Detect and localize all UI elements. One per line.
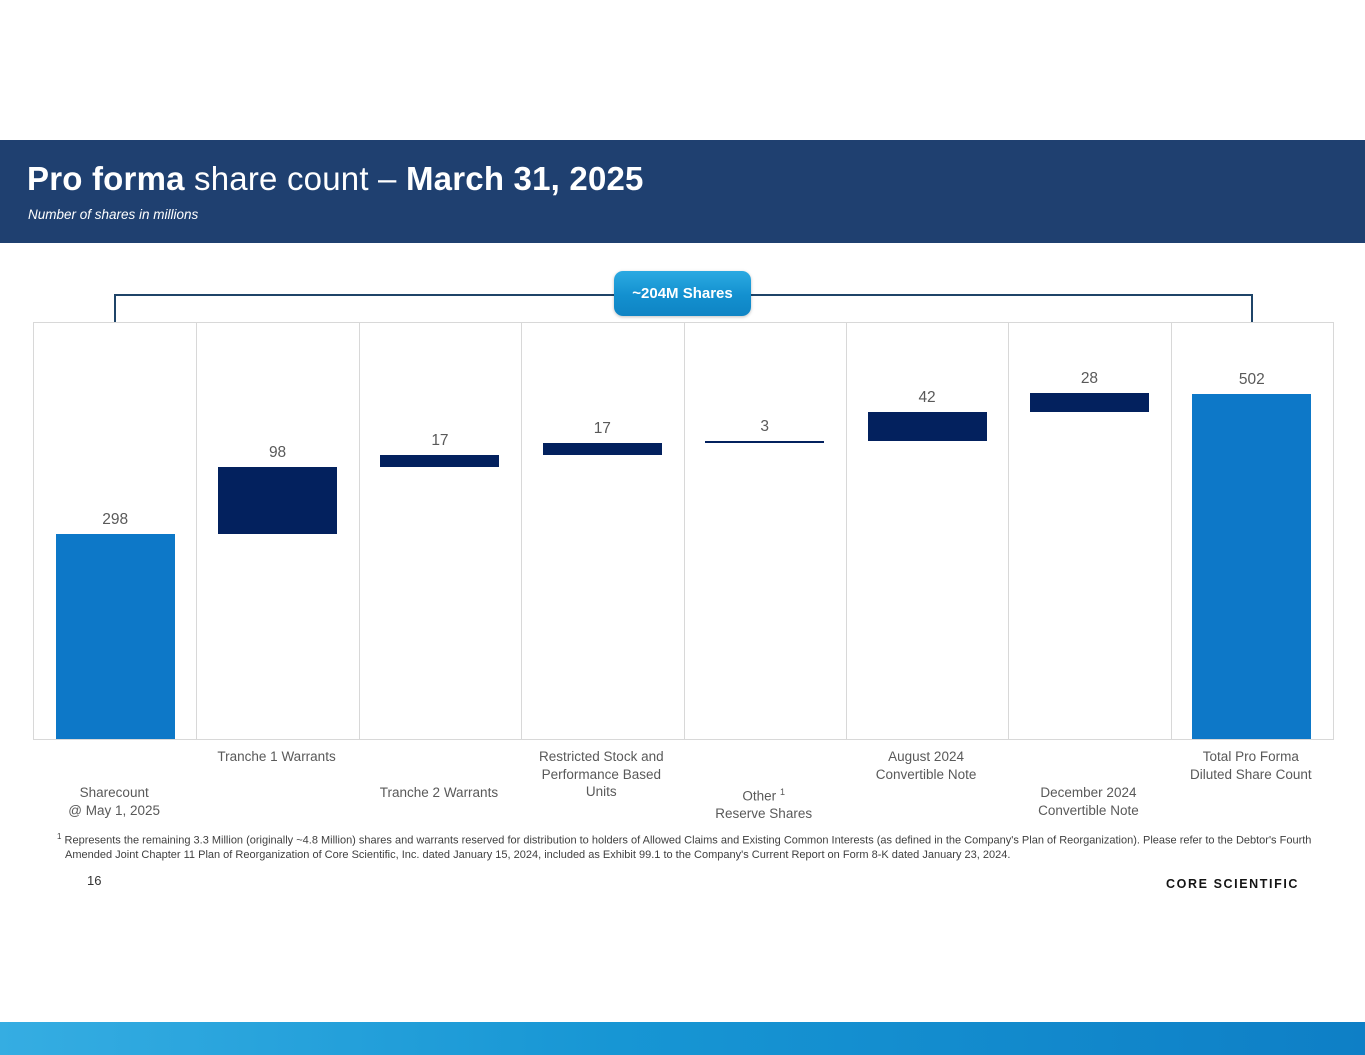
title-band: Pro forma share count – March 31, 2025 N… — [0, 140, 1365, 243]
title-segment-bold: Pro forma — [27, 160, 185, 197]
category-label: December 2024 Convertible Note — [1038, 785, 1139, 818]
bar-value-label: 502 — [1238, 370, 1265, 388]
waterfall-bar — [1192, 393, 1312, 739]
waterfall-chart: ~204M Shares 298 98 17 17 3 42 28 502 Sharecoun… — [0, 243, 1365, 843]
category-label: August 2024 Convertible Note — [875, 749, 977, 782]
column-separator — [521, 323, 523, 739]
shares-callout-badge: ~204M Shares — [614, 271, 751, 316]
waterfall-bar — [867, 412, 987, 442]
column-separator — [358, 323, 360, 739]
category-label: Tranche 2 Warrants — [379, 785, 499, 800]
plot-area: 298 98 17 17 3 42 28 502 — [33, 322, 1334, 740]
column-separator — [196, 323, 198, 739]
category-label: Restricted Stock and Performance Based Uni… — [539, 749, 664, 799]
waterfall-bar — [55, 534, 175, 739]
column-separator — [1170, 323, 1172, 739]
category-label: Other 1 Reserve Shares — [715, 787, 813, 821]
footnote-text: Represents the remaining 3.3 Million (or… — [64, 834, 1312, 861]
page-title: Pro forma share count – March 31, 2025 — [27, 160, 644, 198]
slide-subtitle: Number of shares in millions — [28, 207, 199, 222]
column-separator — [1008, 323, 1010, 739]
footnote-marker: 1 — [57, 832, 62, 841]
company-logo: CORE SCIENTIFIC — [1166, 877, 1300, 891]
footnote: 1 Represents the remaining 3.3 Million (… — [57, 830, 1321, 862]
bar-value-label: 98 — [268, 443, 287, 461]
bar-value-label: 17 — [431, 432, 449, 450]
category-label: Sharecount @ May 1, 2025 — [68, 785, 161, 818]
column-separator — [845, 323, 847, 739]
bar-value-label: 28 — [1080, 370, 1099, 388]
bar-value-label: 3 — [760, 418, 769, 436]
bottom-accent-bar — [0, 1022, 1365, 1055]
footnote-reference: 1 — [779, 787, 785, 797]
waterfall-bar — [542, 443, 662, 456]
waterfall-bar — [380, 455, 500, 467]
category-label: Total Pro Forma Diluted Share Count — [1190, 749, 1312, 782]
page-number: 16 — [87, 873, 102, 888]
waterfall-bar — [218, 466, 338, 535]
category-labels: Sharecount @ May 1, 2025 Tranche 1 Warrant… — [33, 748, 1332, 823]
title-segment-bold-date: March 31, 2025 — [405, 160, 644, 197]
title-segment-regular: share count – — [184, 160, 406, 197]
category-label: Tranche 1 Warrants — [217, 749, 336, 764]
waterfall-bar — [1029, 393, 1149, 413]
waterfall-bar — [705, 441, 825, 444]
bar-value-label: 298 — [102, 511, 129, 529]
column-separator — [683, 323, 685, 739]
bar-value-label: 42 — [918, 389, 936, 407]
bar-value-label: 17 — [593, 420, 611, 438]
